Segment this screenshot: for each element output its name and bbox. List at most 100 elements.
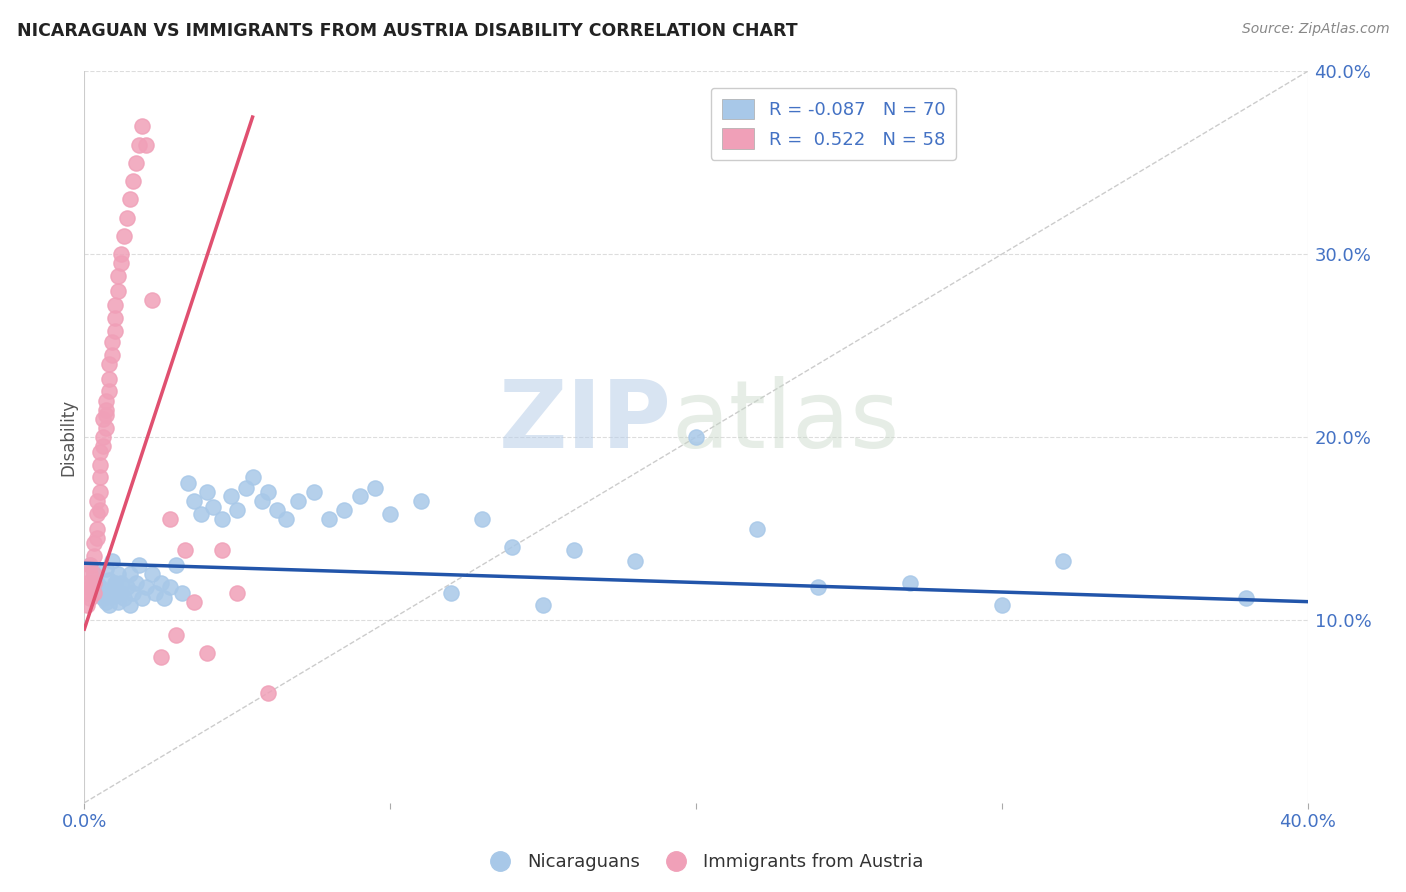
Point [128, 137, 150, 152]
Point [104, 324, 127, 338]
Point [120, 192, 142, 206]
Point [153, 591, 176, 605]
Point [104, 580, 127, 594]
Point [89, 458, 111, 472]
Point [89, 580, 111, 594]
Point [110, 576, 132, 591]
Point [107, 269, 129, 284]
Point [94, 393, 117, 408]
Y-axis label: Disability: Disability [59, 399, 77, 475]
Point [97, 573, 120, 587]
Text: Source: ZipAtlas.com: Source: ZipAtlas.com [1241, 22, 1389, 37]
Point [685, 430, 707, 444]
Point [183, 494, 205, 508]
Point [104, 576, 127, 591]
Point [135, 137, 157, 152]
Point [364, 481, 387, 495]
Point [211, 512, 233, 526]
Point [195, 646, 218, 660]
Point [115, 211, 138, 225]
Point [79, 591, 101, 605]
Point [89, 585, 111, 599]
Point [94, 594, 117, 608]
Point [195, 485, 218, 500]
Point [898, 576, 921, 591]
Point [94, 421, 117, 435]
Point [104, 589, 127, 603]
Point [302, 485, 325, 500]
Point [97, 371, 120, 385]
Point [380, 507, 402, 521]
Point [250, 494, 273, 508]
Point [143, 585, 166, 599]
Legend: R = -0.087   N = 70, R =  0.522   N = 58: R = -0.087 N = 70, R = 0.522 N = 58 [711, 87, 956, 160]
Point [257, 485, 280, 500]
Point [242, 470, 264, 484]
Point [226, 585, 249, 599]
Point [86, 531, 108, 545]
Point [409, 494, 432, 508]
Point [107, 594, 129, 608]
Point [101, 585, 124, 599]
Point [266, 503, 288, 517]
Legend: Nicaraguans, Immigrants from Austria: Nicaraguans, Immigrants from Austria [475, 847, 931, 879]
Point [349, 489, 371, 503]
Point [83, 549, 105, 563]
Point [107, 284, 129, 298]
Point [159, 512, 181, 526]
Point [624, 554, 647, 568]
Point [747, 521, 769, 535]
Point [120, 567, 142, 582]
Point [112, 591, 135, 605]
Point [159, 580, 181, 594]
Point [101, 348, 124, 362]
Point [110, 585, 132, 599]
Point [235, 481, 257, 495]
Point [86, 521, 108, 535]
Point [172, 585, 194, 599]
Text: NICARAGUAN VS IMMIGRANTS FROM AUSTRIA DISABILITY CORRELATION CHART: NICARAGUAN VS IMMIGRANTS FROM AUSTRIA DI… [17, 22, 797, 40]
Point [79, 558, 101, 573]
Point [83, 576, 105, 591]
Point [94, 408, 117, 422]
Point [440, 585, 463, 599]
Point [79, 580, 101, 594]
Point [149, 649, 172, 664]
Point [122, 585, 145, 599]
Point [101, 334, 124, 349]
Point [165, 627, 187, 641]
Point [89, 470, 111, 484]
Point [471, 512, 494, 526]
Point [122, 174, 145, 188]
Point [83, 567, 105, 582]
Point [76, 585, 98, 599]
Point [115, 580, 138, 594]
Point [91, 439, 114, 453]
Point [135, 580, 157, 594]
Point [110, 256, 132, 270]
Point [91, 430, 114, 444]
Point [91, 412, 114, 426]
Point [531, 599, 554, 613]
Point [276, 512, 298, 526]
Point [333, 503, 356, 517]
Point [807, 580, 830, 594]
Point [86, 576, 108, 591]
Point [86, 494, 108, 508]
Point [257, 686, 280, 700]
Point [76, 599, 98, 613]
Point [83, 536, 105, 550]
Point [190, 507, 212, 521]
Point [120, 599, 142, 613]
Point [112, 229, 135, 244]
Point [89, 503, 111, 517]
Text: ZIP: ZIP [499, 376, 672, 468]
Point [107, 567, 129, 582]
Point [562, 543, 585, 558]
Point [141, 293, 163, 307]
Point [165, 558, 187, 573]
Point [177, 475, 200, 490]
Point [128, 558, 150, 573]
Point [141, 567, 163, 582]
Point [502, 540, 524, 554]
